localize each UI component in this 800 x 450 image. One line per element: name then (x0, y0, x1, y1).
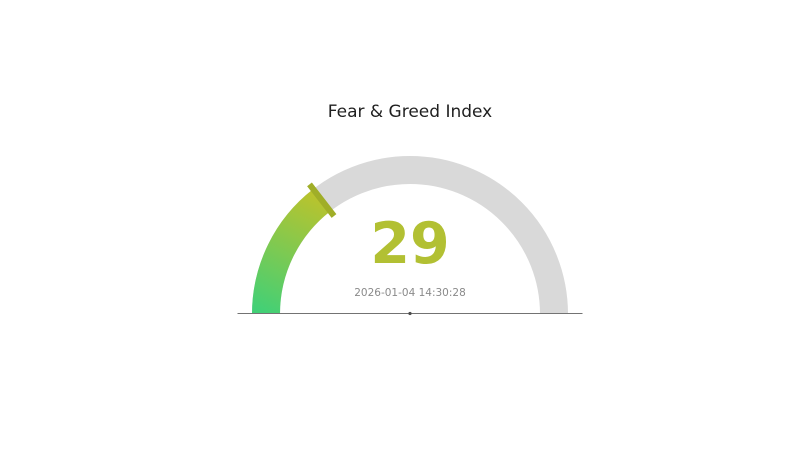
gauge-arc-value (252, 189, 331, 315)
gauge-timestamp: 2026-01-04 14:30:28 (354, 287, 466, 299)
chart-title: Fear & Greed Index (327, 102, 493, 122)
gauge-center-dot (408, 311, 412, 316)
gauge-value-number: 29 (370, 211, 450, 277)
gauge-threshold-marker (307, 182, 337, 218)
